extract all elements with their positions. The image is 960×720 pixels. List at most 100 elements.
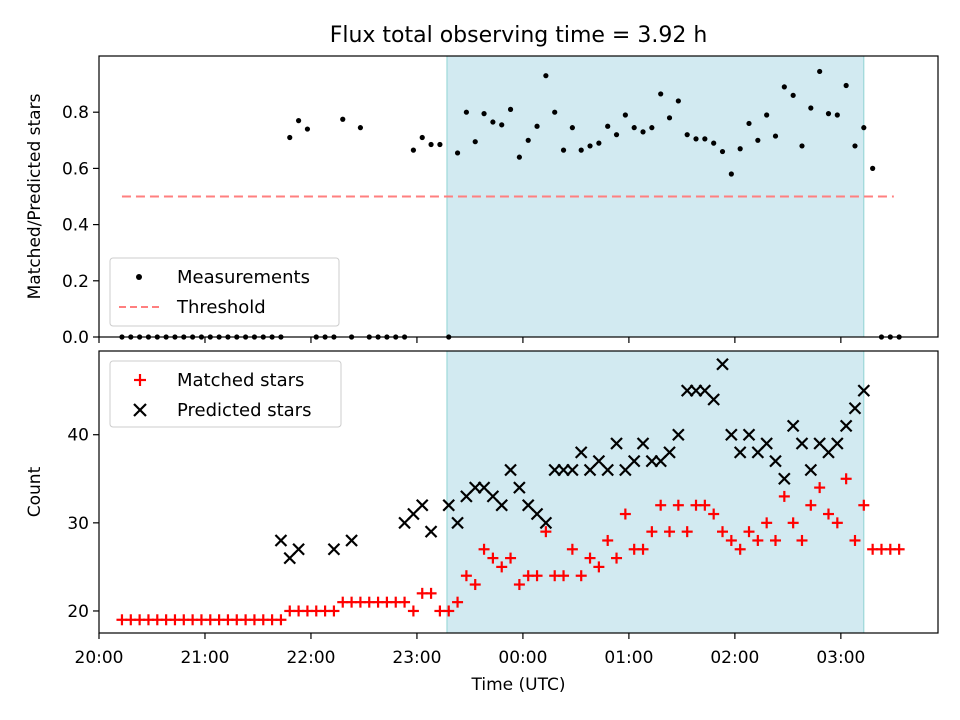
- figure-title: Flux total observing time = 3.92 h: [330, 23, 708, 48]
- predicted-star-point: [424, 525, 438, 538]
- top-legend-box: [109, 257, 340, 327]
- measurement-point: [772, 133, 779, 139]
- matched-star-point: [858, 499, 870, 511]
- measurement-point: [410, 147, 417, 153]
- predicted-star-point: [848, 402, 862, 415]
- measurement-point: [817, 68, 823, 75]
- matched-star-point: [778, 490, 790, 502]
- predicted-star-point: [707, 393, 720, 406]
- predicted-star-point: [513, 481, 526, 494]
- measurement-point: [569, 125, 575, 131]
- matched-star-point: [893, 543, 905, 555]
- matched-star-point: [831, 517, 843, 529]
- measurement-point: [295, 118, 302, 124]
- x-tick-label: 22:00: [286, 648, 335, 668]
- matched-star-point: [566, 543, 578, 555]
- matched-stars-series: [116, 473, 905, 626]
- measurement-point: [649, 125, 655, 131]
- matched-star-point: [531, 570, 543, 582]
- measurement-point: [578, 147, 584, 153]
- matched-star-point: [275, 614, 287, 626]
- bottom-axes-frame: [98, 350, 939, 634]
- matched-star-point: [646, 526, 658, 538]
- measurement-point: [746, 120, 752, 127]
- predicted-star-point: [742, 428, 756, 441]
- predicted-stars-legend-marker: [133, 403, 147, 417]
- matched-stars-legend-marker: [134, 374, 146, 386]
- x-tick-label: 00:00: [498, 648, 547, 668]
- x-tick-label: 01:00: [604, 648, 653, 668]
- matched-star-point: [743, 526, 755, 538]
- predicted-star-point: [327, 543, 341, 556]
- matched-star-point: [478, 543, 490, 555]
- measurement-point: [340, 116, 346, 122]
- measurement-point: [596, 140, 602, 146]
- matched-star-point: [619, 508, 631, 520]
- matched-star-point: [664, 526, 676, 538]
- predicted-star-point: [451, 516, 464, 530]
- shaded-observing-interval: [446, 351, 864, 633]
- measurement-point: [852, 143, 858, 149]
- measurement-point: [543, 73, 549, 79]
- predicted-star-point: [663, 446, 676, 459]
- matched-star-point: [513, 579, 525, 591]
- predicted-star-point: [831, 437, 844, 450]
- matched-star-point: [849, 534, 861, 546]
- predicted-star-point: [672, 428, 685, 441]
- measurement-point: [605, 123, 611, 129]
- matched-star-point: [399, 596, 411, 608]
- measurement-point: [304, 126, 311, 132]
- measurement-point: [870, 165, 876, 171]
- measurement-point: [684, 132, 690, 138]
- x-axis-label: Time (UTC): [471, 675, 566, 695]
- matched-star-point: [611, 552, 623, 564]
- predicted-star-point: [601, 463, 614, 477]
- predicted-star-point: [442, 498, 456, 512]
- predicted-star-point: [539, 516, 553, 530]
- bottom-x-axis: 20:00 21:00 22:00 23:00 00:00 01:00 02:00 03:00: [75, 633, 865, 668]
- measurements-legend-label: Measurements: [177, 267, 310, 288]
- matched-star-point: [452, 596, 464, 608]
- measurement-point: [552, 109, 558, 115]
- matched-star-point: [505, 552, 517, 564]
- predicted-star-point: [504, 463, 517, 477]
- y-tick-label: 0.2: [62, 272, 89, 292]
- predicted-star-point: [725, 428, 738, 441]
- bottom-y-axis-label: Count: [25, 466, 45, 517]
- y-tick-label: 0.0: [62, 328, 89, 348]
- x-tick-label: 03:00: [816, 648, 865, 668]
- predicted-star-point: [274, 534, 288, 547]
- predicted-star-point: [636, 437, 650, 450]
- predicted-star-point: [769, 454, 782, 468]
- matched-star-point: [593, 561, 605, 573]
- measurement-point: [437, 141, 443, 148]
- matched-star-point: [717, 526, 729, 538]
- measurements-legend-marker: [136, 274, 142, 280]
- predicted-star-point: [857, 384, 871, 397]
- matched-star-point: [708, 508, 720, 520]
- matched-star-point: [752, 534, 764, 546]
- predicted-star-point: [345, 534, 358, 547]
- measurement-point: [702, 136, 708, 142]
- measurement-point: [287, 134, 293, 141]
- matched-star-point: [796, 534, 808, 546]
- matched-star-point: [469, 579, 481, 591]
- measurement-point: [764, 112, 770, 118]
- y-tick-label: 0.6: [62, 159, 89, 179]
- matched-star-point: [584, 552, 596, 564]
- measurement-point: [499, 122, 505, 128]
- matched-star-point: [425, 587, 437, 599]
- measurement-point: [516, 154, 522, 160]
- measurement-point: [755, 137, 761, 143]
- predicted-star-point: [795, 437, 809, 450]
- measurement-point: [454, 150, 461, 156]
- predicted-star-point: [495, 498, 508, 512]
- matched-star-point: [681, 526, 693, 538]
- predicted-star-point: [415, 498, 429, 512]
- matched-star-point: [443, 605, 455, 617]
- measurement-point: [737, 146, 743, 152]
- measurement-point: [861, 125, 867, 131]
- matched-star-point: [672, 499, 684, 511]
- predicted-star-point: [292, 543, 305, 556]
